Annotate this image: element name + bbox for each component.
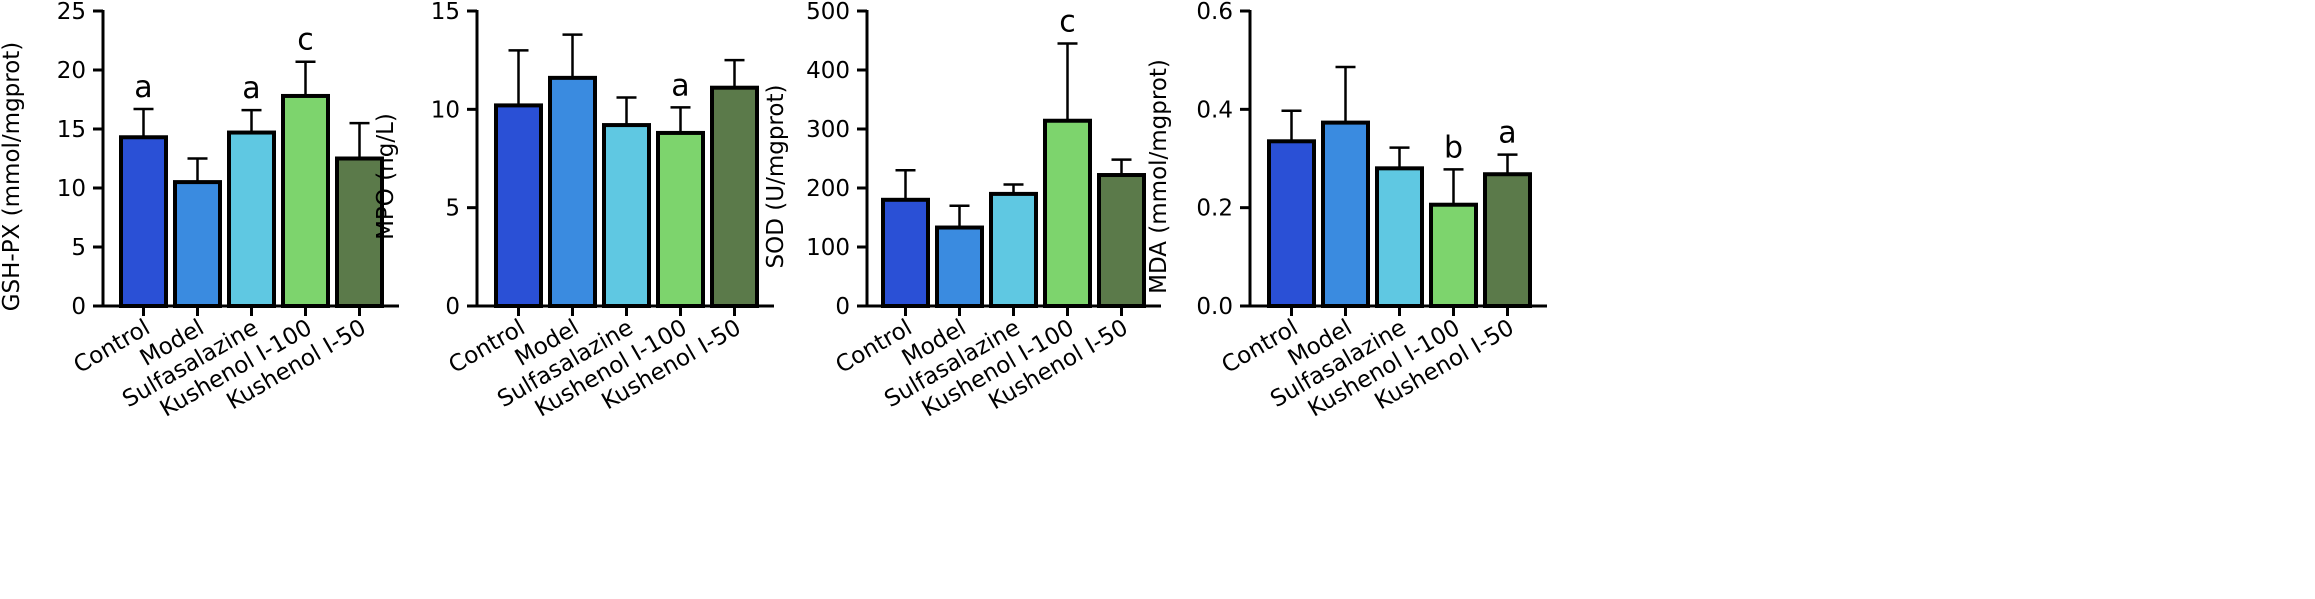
bar (494, 103, 543, 309)
y-axis-label: GSH-PX (mmol/mgprot) (0, 42, 25, 312)
bar (227, 130, 276, 308)
y-tick-label: 0 (71, 294, 86, 320)
bar (1375, 166, 1424, 308)
y-tick-label: 0.4 (1196, 97, 1233, 123)
bar (1429, 202, 1478, 308)
bar (989, 191, 1038, 308)
y-tick-label: 25 (57, 0, 86, 25)
y-tick-label: 0.0 (1196, 294, 1233, 320)
y-tick-label: 15 (57, 117, 86, 143)
bar (1043, 118, 1092, 308)
y-axis-label: MDA (mmol/mgprot) (1146, 59, 1172, 294)
y-axis-label: MPO (ng/L) (373, 113, 399, 240)
bar (710, 85, 759, 308)
bar (173, 180, 222, 309)
bar (602, 123, 651, 308)
y-tick-label: 15 (431, 0, 460, 25)
bar (1097, 173, 1146, 308)
y-tick-label: 300 (806, 117, 850, 143)
y-tick-label: 0.6 (1196, 0, 1233, 25)
significance-label: c (297, 23, 314, 58)
bar (935, 225, 984, 308)
y-tick-label: 0 (445, 294, 460, 320)
significance-label: a (671, 68, 689, 103)
y-tick-label: 200 (806, 176, 850, 202)
bar (548, 75, 597, 308)
y-tick-label: 0 (835, 294, 850, 320)
bar (1483, 172, 1532, 308)
y-tick-label: 0.2 (1196, 196, 1233, 222)
significance-label: a (242, 71, 260, 106)
y-tick-label: 20 (57, 58, 86, 84)
y-tick-label: 500 (806, 0, 850, 25)
y-tick-label: 10 (431, 97, 460, 123)
y-tick-label: 5 (71, 235, 86, 261)
bar (881, 197, 930, 308)
bar (119, 135, 168, 308)
significance-label: a (134, 70, 152, 105)
bar (656, 130, 705, 308)
y-tick-label: 400 (806, 58, 850, 84)
y-tick-label: 10 (57, 176, 86, 202)
y-axis-label: SOD (U/mgprot) (763, 85, 789, 269)
bar (281, 93, 330, 308)
significance-label: a (1498, 116, 1516, 151)
significance-label: b (1444, 130, 1463, 165)
y-tick-label: 5 (445, 196, 460, 222)
bar (1321, 120, 1370, 308)
significance-label: c (1059, 4, 1076, 39)
bar (1267, 139, 1316, 308)
bar (335, 156, 384, 308)
y-tick-label: 100 (806, 235, 850, 261)
